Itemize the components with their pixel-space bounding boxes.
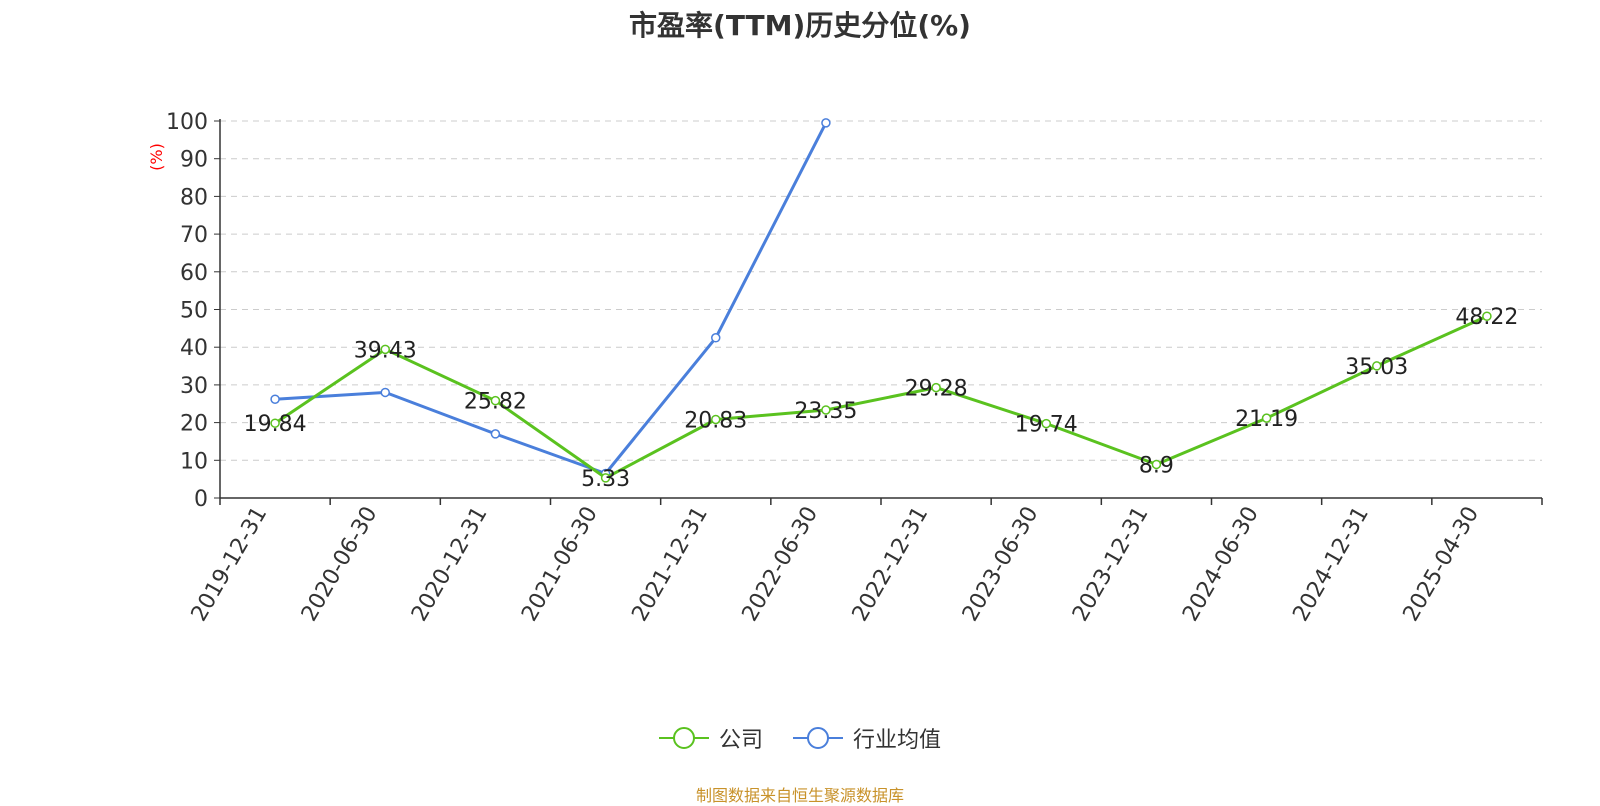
y-tick-label: 40 <box>180 336 208 361</box>
data-label: 48.22 <box>1455 305 1518 330</box>
x-tick-label: 2020-06-30 <box>297 503 383 626</box>
data-point <box>821 118 831 128</box>
data-label: 19.84 <box>244 412 307 437</box>
x-tick-label: 2023-06-30 <box>958 503 1044 626</box>
x-tick-label: 2019-12-31 <box>187 503 273 626</box>
x-tick-label: 2021-06-30 <box>517 503 603 626</box>
x-tick-label: 2022-06-30 <box>738 503 824 626</box>
data-point <box>931 382 941 393</box>
x-tick-label: 2023-12-31 <box>1068 503 1154 626</box>
data-label: 21.19 <box>1235 407 1298 432</box>
grid-lines <box>220 120 1542 461</box>
legend-company-line-icon <box>658 727 709 749</box>
data-label: 29.28 <box>905 377 968 402</box>
data-point <box>600 473 611 483</box>
data-point <box>711 414 721 425</box>
chart-title: 市盈率(TTM)历史分位(%) <box>629 9 971 42</box>
data-point <box>1041 418 1051 429</box>
y-tick-label: 0 <box>194 487 208 512</box>
data-label: 23.35 <box>794 399 857 424</box>
data-point <box>380 387 390 398</box>
data-label: 35.03 <box>1345 355 1408 380</box>
y-tick-label: 90 <box>180 148 208 173</box>
data-point <box>270 418 280 428</box>
x-tick-label: 2024-06-30 <box>1178 503 1264 626</box>
x-tick-label: 2020-12-31 <box>407 503 493 626</box>
x-tick-label: 2022-12-31 <box>848 503 934 626</box>
data-point <box>270 394 280 404</box>
y-tick-label: 80 <box>180 185 208 210</box>
data-point <box>380 344 390 355</box>
data-label: 39.43 <box>354 338 417 363</box>
legend-item-company[interactable]: 公司 <box>658 722 763 754</box>
y-tick-label: 10 <box>180 449 208 474</box>
data-point <box>821 405 831 415</box>
data-label: 8.9 <box>1139 453 1174 478</box>
data-point <box>490 429 501 439</box>
data-label: 5.33 <box>581 467 630 492</box>
y-axis-label: (%) <box>147 143 166 171</box>
series-line-1 <box>275 122 828 475</box>
x-tick-label: 2021-12-31 <box>627 503 713 626</box>
line-chart: 0 10 20 30 40 50 60 70 80 90 100(%) 2019-12-31 2020-… <box>147 110 1543 626</box>
data-point <box>711 333 721 343</box>
series-lines <box>270 118 1492 483</box>
legend-item-industry[interactable]: 行业均值 <box>793 722 941 754</box>
legend-label-industry: 行业均值 <box>853 728 942 753</box>
y-tick-label: 70 <box>180 223 208 248</box>
source-note: 制图数据来自恒生聚源数据库 <box>695 786 904 805</box>
legend-industry-line-icon <box>793 727 843 749</box>
x-tick-label: 2024-12-31 <box>1288 503 1374 626</box>
data-point <box>490 395 501 406</box>
legend: 公司 行业均值 <box>0 722 1600 754</box>
legend-label-company: 公司 <box>718 728 763 753</box>
data-point <box>1151 459 1162 470</box>
data-point <box>1482 311 1492 321</box>
data-label: 19.74 <box>1015 413 1078 438</box>
y-tick-label: 60 <box>180 261 208 286</box>
x-tick-label: 2025-04-30 <box>1399 503 1485 626</box>
data-label: 20.83 <box>684 408 747 433</box>
data-point <box>1261 413 1272 423</box>
y-tick-label: 30 <box>180 374 208 399</box>
data-label: 25.82 <box>464 390 527 415</box>
y-tick-label: 100 <box>166 110 208 135</box>
y-tick-label: 50 <box>180 299 208 324</box>
series-line-0 <box>274 314 1488 480</box>
data-labels: 19.84 39.43 25.82 5.33 20.83 23.35 29.28 19.74 8… <box>244 305 1519 492</box>
y-tick-label: 20 <box>180 412 208 437</box>
data-point <box>1372 361 1382 371</box>
